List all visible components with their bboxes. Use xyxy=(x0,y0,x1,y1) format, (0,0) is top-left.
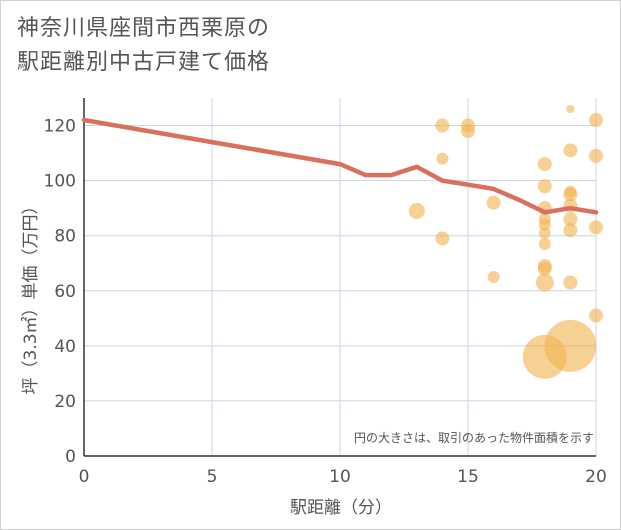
x-tick-label: 20 xyxy=(585,467,607,487)
size-annotation: 円の大きさは、取引のあった物件面積を示す xyxy=(354,430,594,445)
y-tick-label: 80 xyxy=(54,227,76,247)
bubble-point xyxy=(563,143,578,158)
average-line-group xyxy=(81,117,599,215)
bubble-point xyxy=(537,179,552,194)
bubble-point xyxy=(435,231,450,246)
bubble-point xyxy=(535,273,554,292)
y-tick-label: 20 xyxy=(54,392,76,412)
x-axis-label: 駅距離（分） xyxy=(290,498,392,518)
bubble-point xyxy=(589,220,603,235)
bubble-series xyxy=(408,105,603,379)
average-price-line xyxy=(81,117,599,215)
bubble-point xyxy=(436,152,449,165)
axes xyxy=(83,98,596,457)
bubble-point xyxy=(537,157,552,172)
bubble-point xyxy=(563,275,578,290)
y-tick-label: 0 xyxy=(65,447,76,467)
bubble-point xyxy=(563,223,578,238)
bubble-point xyxy=(435,118,450,133)
y-tick-label: 100 xyxy=(44,172,76,192)
bubble-point xyxy=(544,319,597,372)
chart-title-line-1: 神奈川県座間市西栗原の xyxy=(17,16,271,41)
chart-title: 神奈川県座間市西栗原の 駅距離別中古戸建て価格 xyxy=(17,12,270,80)
bubble-point xyxy=(589,148,603,163)
bubble-point xyxy=(538,218,551,231)
chart-title-line-2: 駅距離別中古戸建て価格 xyxy=(17,50,271,75)
x-tick-label: 10 xyxy=(329,467,351,487)
bubble-point xyxy=(563,212,578,227)
bubble-point xyxy=(408,202,425,219)
y-tick-label: 40 xyxy=(54,337,76,357)
grid-lines xyxy=(84,98,597,456)
bubble-point xyxy=(566,105,575,114)
bubble-point xyxy=(537,261,552,276)
bubble-point xyxy=(563,187,578,202)
x-tick-label: 0 xyxy=(79,467,90,487)
bubble-point xyxy=(589,113,603,128)
bubble-point xyxy=(487,271,500,283)
bubble-point xyxy=(486,195,501,210)
bubble-point xyxy=(538,237,551,250)
tick-labels: 0 5 10 15 20 0 20 40 60 80 100 120 xyxy=(44,117,607,487)
x-tick-label: 5 xyxy=(207,467,218,487)
x-tick-label: 15 xyxy=(457,467,479,487)
y-tick-label: 60 xyxy=(54,282,76,302)
bubble-point xyxy=(589,308,603,323)
y-axis-label: 坪（3.3㎡）単価（万円） xyxy=(21,197,41,394)
bubble-point xyxy=(538,226,551,239)
y-tick-label: 120 xyxy=(44,117,76,137)
bubble-point xyxy=(461,124,475,139)
